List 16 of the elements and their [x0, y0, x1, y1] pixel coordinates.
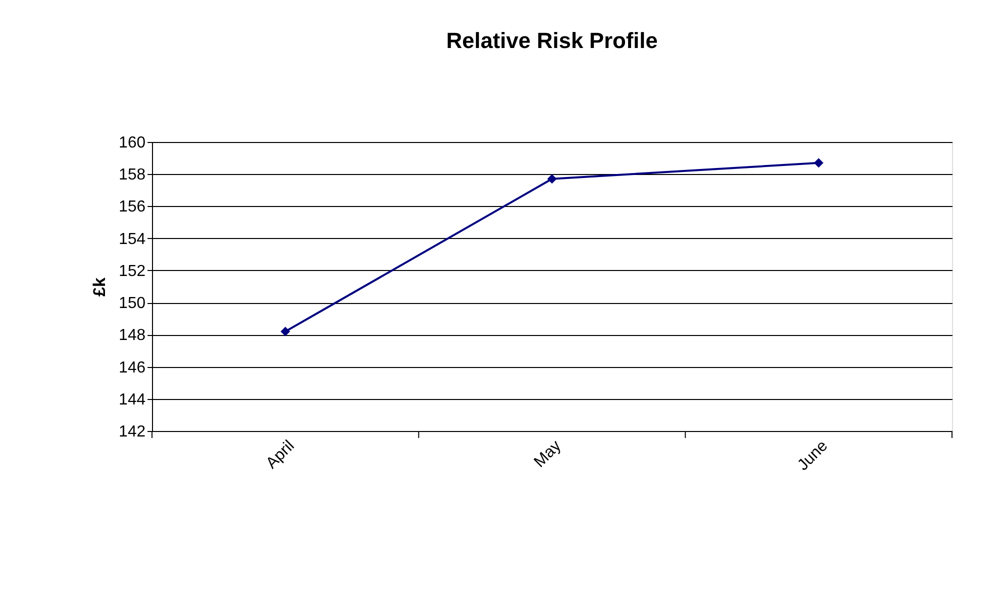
- y-axis-title: £k: [90, 277, 109, 296]
- y-tick-label: 156: [118, 198, 146, 216]
- chart-title: Relative Risk Profile: [446, 28, 658, 53]
- y-tick-label: 154: [118, 230, 146, 248]
- y-tick-label: 148: [118, 327, 146, 344]
- point: [547, 174, 557, 184]
- y-tick-label: 158: [118, 166, 146, 184]
- y-tick-label: 144: [118, 391, 146, 408]
- point: [814, 158, 824, 168]
- y-tick-label: 142: [118, 424, 146, 440]
- y-tick-label: 152: [118, 262, 146, 280]
- x-tick-label: May: [531, 438, 565, 471]
- y-tick-label: 146: [118, 359, 146, 376]
- y-tick-label: 150: [118, 295, 146, 312]
- point: [280, 326, 290, 336]
- y-tick-label: 160: [118, 134, 146, 152]
